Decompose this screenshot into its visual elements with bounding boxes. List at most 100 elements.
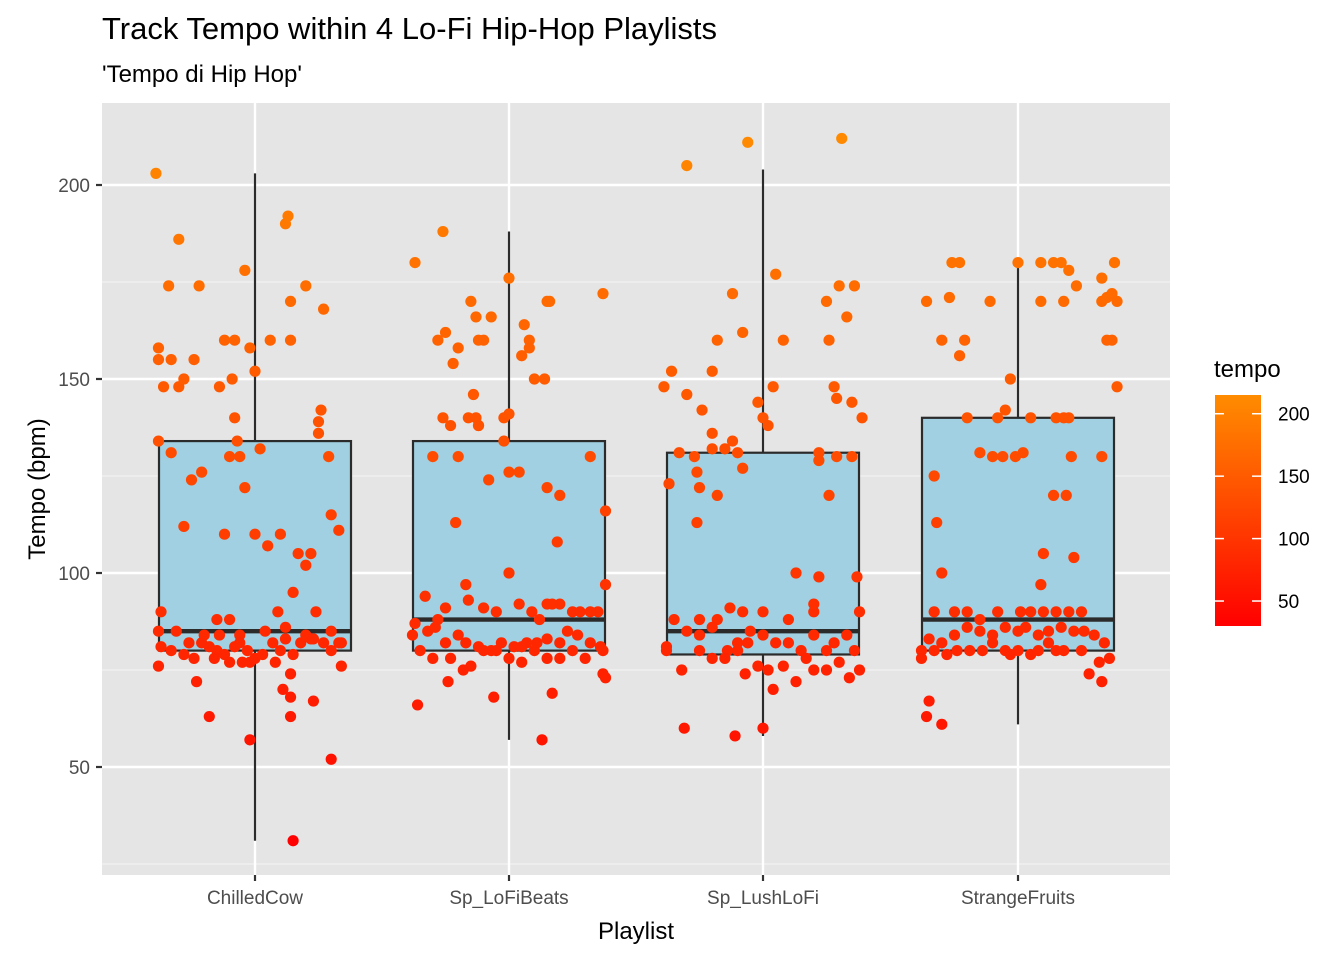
data-point	[841, 311, 853, 323]
data-point	[274, 645, 286, 657]
data-point	[777, 334, 789, 346]
data-point	[541, 652, 553, 664]
data-point	[831, 451, 843, 463]
data-point	[599, 672, 612, 684]
data-point	[437, 412, 449, 424]
data-point	[460, 637, 472, 649]
data-point	[411, 699, 424, 711]
data-point	[269, 656, 281, 668]
data-point	[691, 466, 703, 478]
data-point	[726, 435, 739, 447]
data-point	[287, 648, 299, 661]
data-point	[724, 602, 736, 614]
data-point	[790, 567, 802, 579]
data-point	[437, 225, 449, 238]
data-point	[406, 629, 419, 641]
data-point	[1103, 652, 1116, 664]
data-point	[1060, 489, 1072, 501]
data-point	[155, 606, 167, 618]
data-point	[190, 676, 203, 688]
data-point	[936, 567, 948, 579]
data-point	[335, 660, 347, 672]
data-point	[462, 594, 474, 606]
data-point	[1058, 295, 1070, 307]
data-point	[333, 524, 345, 536]
data-point	[224, 451, 236, 463]
jitter-points	[150, 132, 1123, 847]
data-point	[833, 280, 845, 292]
data-point	[706, 652, 718, 664]
data-point	[554, 652, 566, 664]
data-point	[856, 412, 868, 424]
data-point	[490, 606, 502, 618]
data-point	[658, 381, 670, 393]
data-point	[229, 334, 241, 346]
data-point	[1078, 625, 1090, 637]
data-point	[244, 342, 256, 354]
data-point	[737, 606, 749, 618]
color-legend: tempo 50 100 150 200	[1214, 356, 1310, 626]
data-point	[312, 416, 325, 428]
data-point	[951, 645, 963, 657]
data-point	[165, 645, 177, 657]
data-point	[173, 233, 185, 245]
data-point	[264, 334, 276, 346]
data-point	[551, 536, 563, 548]
data-point	[287, 835, 299, 847]
data-point	[1032, 629, 1044, 641]
data-point	[533, 613, 546, 626]
data-point	[915, 652, 928, 664]
x-axis-title: Playlist	[598, 918, 674, 945]
data-point	[706, 427, 718, 439]
data-point	[729, 730, 741, 742]
data-point	[554, 489, 566, 501]
data-point	[1050, 606, 1062, 618]
data-point	[706, 365, 718, 377]
data-point	[282, 210, 294, 222]
data-point	[987, 637, 999, 649]
data-point	[518, 319, 530, 331]
data-point	[594, 641, 607, 653]
y-axis: 50 100 150 200	[58, 176, 102, 779]
data-point	[1096, 272, 1108, 284]
legend-colorbar	[1215, 395, 1261, 626]
data-point	[732, 447, 744, 459]
data-point	[224, 613, 236, 626]
data-point	[943, 291, 956, 304]
data-point	[948, 629, 961, 641]
data-point	[851, 571, 863, 583]
data-point	[808, 664, 820, 676]
legend-tick-label: 150	[1278, 467, 1310, 488]
data-point	[1096, 451, 1108, 463]
data-point	[584, 606, 596, 618]
data-point	[711, 489, 723, 501]
data-point	[1075, 645, 1088, 657]
legend-title: tempo	[1214, 356, 1281, 383]
data-point	[936, 637, 948, 649]
data-point	[414, 645, 426, 657]
data-point	[928, 606, 940, 618]
data-point	[185, 474, 198, 486]
data-point	[691, 516, 703, 529]
data-point	[452, 629, 464, 641]
data-point	[848, 280, 861, 292]
data-point	[457, 664, 469, 676]
data-point	[284, 691, 297, 703]
data-point	[472, 419, 485, 432]
data-point	[279, 633, 292, 645]
data-point	[833, 656, 845, 668]
data-point	[1075, 606, 1088, 618]
x-axis: ChilledCow Sp_LoFiBeats Sp_LushLoFi Strange…	[207, 875, 1075, 909]
data-point	[923, 695, 935, 707]
y-tick-label: 150	[58, 370, 90, 391]
y-tick-label: 100	[58, 564, 90, 585]
data-point	[325, 645, 337, 657]
data-point	[737, 462, 749, 474]
data-point	[853, 664, 866, 676]
data-point	[307, 695, 320, 707]
data-point	[249, 365, 261, 377]
data-point	[1047, 257, 1060, 269]
data-point	[503, 567, 515, 579]
data-point	[465, 295, 477, 307]
data-point	[409, 617, 421, 630]
